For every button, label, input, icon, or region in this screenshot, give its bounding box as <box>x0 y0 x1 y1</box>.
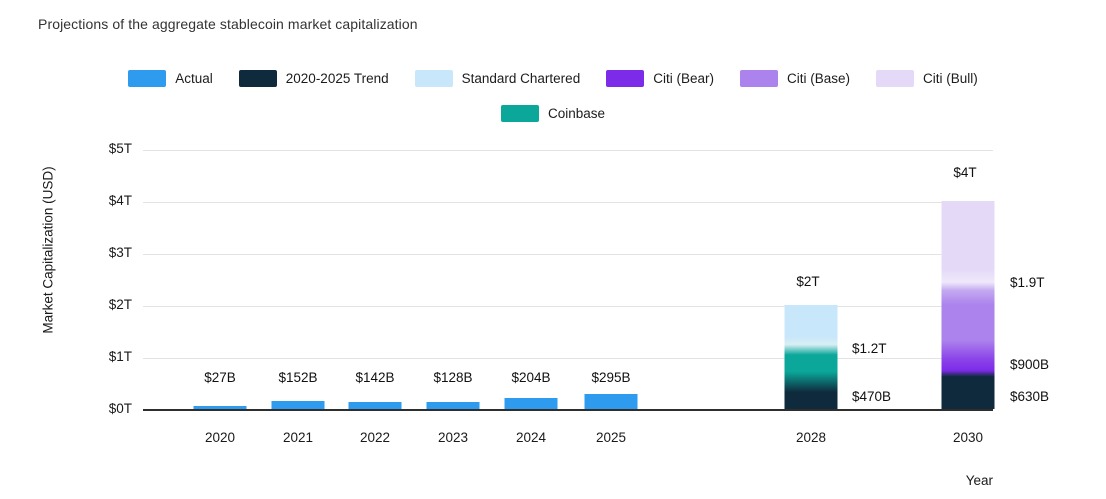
legend-label-standard-chartered: Standard Chartered <box>461 70 581 86</box>
bar-2025 <box>584 394 638 409</box>
bar-2022 <box>348 402 402 409</box>
legend-item-citi-bull: Citi (Bull) <box>875 69 978 87</box>
legend-item-citi-base: Citi (Base) <box>739 69 850 87</box>
bar-value-label-2023: $128B <box>433 370 473 385</box>
legend-label-citi-base: Citi (Base) <box>786 70 850 86</box>
y-tick-2t: $2T <box>108 297 132 312</box>
x-axis-baseline <box>143 409 993 411</box>
segment-label-2030-citi-base: $1.9T <box>1010 275 1045 290</box>
plot-area <box>143 150 995 411</box>
legend-row-2: Coinbase <box>0 104 1106 122</box>
bar-value-label-2025: $295B <box>591 370 631 385</box>
chart-title: Projections of the aggregate stablecoin … <box>38 16 418 32</box>
legend-label-citi-bull: Citi (Bull) <box>922 70 978 86</box>
gridline-4t <box>143 202 993 203</box>
y-tick-3t: $3T <box>108 245 132 260</box>
legend-item-citi-bear: Citi (Bear) <box>606 69 714 87</box>
bar-value-label-2022: $142B <box>355 370 395 385</box>
bar-total-label-2030: $4T <box>953 165 977 180</box>
gridline-5t <box>143 150 993 151</box>
legend-swatch-citi-bull <box>875 69 914 87</box>
legend-swatch-actual <box>128 69 167 87</box>
bar-2021 <box>271 401 325 409</box>
x-axis-title: Year <box>965 473 993 488</box>
legend-row-1: Actual 2020-2025 Trend Standard Chartere… <box>0 69 1106 87</box>
segment-label-2028-coinbase: $1.2T <box>852 341 887 356</box>
x-tick-2030: 2030 <box>952 430 984 445</box>
bar-2028-stacked <box>784 305 838 409</box>
legend-label-citi-bear: Citi (Bear) <box>653 70 714 86</box>
x-tick-2024: 2024 <box>515 430 547 445</box>
bar-2030-stacked <box>941 201 995 409</box>
legend-swatch-coinbase <box>500 104 539 122</box>
legend-swatch-citi-bear <box>606 69 645 87</box>
y-tick-1t: $1T <box>108 349 132 364</box>
y-axis-title: Market Capitalization (USD) <box>40 166 56 334</box>
gridline-3t <box>143 254 993 255</box>
y-tick-4t: $4T <box>108 193 132 208</box>
y-tick-0t: $0T <box>108 401 132 416</box>
legend-label-actual: Actual <box>175 70 213 86</box>
legend-swatch-trend <box>238 69 277 87</box>
segment-label-2030-citi-bear: $900B <box>1010 357 1050 372</box>
x-tick-2020: 2020 <box>204 430 236 445</box>
legend-item-trend: 2020-2025 Trend <box>238 69 389 87</box>
segment-label-2030-trend: $630B <box>1010 389 1050 404</box>
x-tick-2023: 2023 <box>437 430 469 445</box>
legend-swatch-citi-base <box>739 69 778 87</box>
legend-label-coinbase: Coinbase <box>547 105 606 121</box>
legend-item-standard-chartered: Standard Chartered <box>414 69 581 87</box>
bar-2023 <box>426 402 480 409</box>
legend-item-actual: Actual <box>128 69 213 87</box>
bar-total-label-2028: $2T <box>796 274 820 289</box>
x-tick-2021: 2021 <box>282 430 314 445</box>
gridline-1t <box>143 358 993 359</box>
legend-item-coinbase: Coinbase <box>500 104 606 122</box>
y-tick-5t: $5T <box>108 141 132 156</box>
bar-value-label-2021: $152B <box>278 370 318 385</box>
segment-label-2028-trend: $470B <box>852 389 892 404</box>
legend-label-trend: 2020-2025 Trend <box>285 70 389 86</box>
bar-2024 <box>504 398 558 409</box>
x-tick-2028: 2028 <box>795 430 827 445</box>
gridline-2t <box>143 306 993 307</box>
legend-swatch-standard-chartered <box>414 69 453 87</box>
x-tick-2025: 2025 <box>595 430 627 445</box>
x-tick-2022: 2022 <box>359 430 391 445</box>
bar-value-label-2024: $204B <box>511 370 551 385</box>
bar-2020 <box>193 406 247 409</box>
bar-value-label-2020: $27B <box>204 370 236 385</box>
